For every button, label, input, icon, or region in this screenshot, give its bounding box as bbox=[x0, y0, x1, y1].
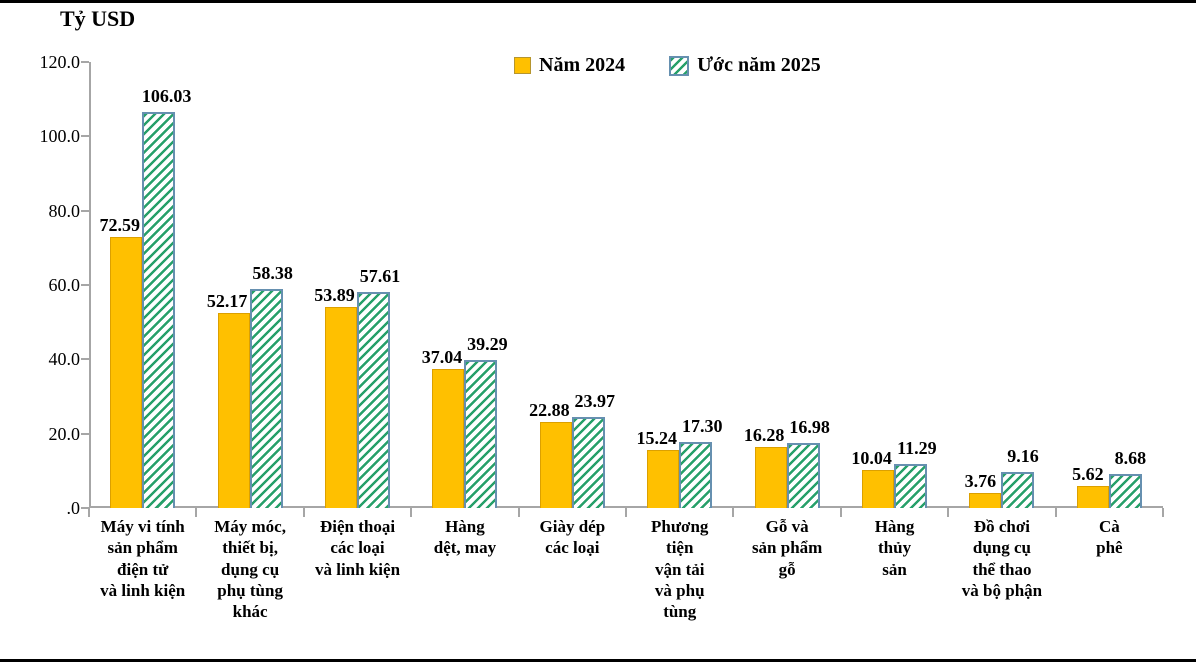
y-tick-label: 100.0 bbox=[39, 126, 81, 147]
legend-item-uoc-nam-2025: Ước năm 2025 bbox=[669, 54, 821, 77]
legend: Năm 2024 Ước năm 2025 bbox=[514, 54, 821, 77]
value-label-nam-2024: 15.24 bbox=[636, 428, 678, 449]
bar-uoc-nam-2025: 16.98 bbox=[786, 418, 830, 508]
value-label-nam-2024: 10.04 bbox=[851, 447, 892, 468]
value-label-uoc-nam-2025: 9.16 bbox=[1007, 445, 1039, 466]
category-group: 15.24 17.30 bbox=[626, 62, 733, 508]
y-tick-label: 60.0 bbox=[48, 275, 81, 295]
bar-nam-2024: 5.62 bbox=[1072, 465, 1109, 508]
bar-nam-2024: 10.04 bbox=[851, 449, 895, 508]
value-label-uoc-nam-2025: 11.29 bbox=[897, 438, 937, 459]
legend-item-nam-2024: Năm 2024 bbox=[514, 54, 625, 77]
category-label: Hàng thủy sản bbox=[874, 517, 915, 579]
value-label-uoc-nam-2025: 39.29 bbox=[467, 333, 508, 354]
x-tick-mark bbox=[517, 508, 520, 517]
y-tick-mark bbox=[81, 209, 89, 212]
frame-bottom-border bbox=[0, 659, 1196, 662]
y-tick-mark bbox=[81, 358, 89, 361]
bar-nam-2024: 37.04 bbox=[422, 348, 465, 508]
y-tick-mark bbox=[81, 284, 89, 286]
x-tick-mark bbox=[410, 508, 413, 517]
legend-swatch-nam-2024 bbox=[514, 57, 531, 74]
value-label-uoc-nam-2025: 16.98 bbox=[789, 416, 830, 437]
category-label: Phương tiện vận tải và phụ tùng bbox=[651, 517, 709, 621]
category-group: 10.04 11.29 bbox=[841, 62, 948, 508]
x-tick-mark bbox=[625, 508, 627, 517]
legend-label-uoc-nam-2025: Ước năm 2025 bbox=[697, 54, 821, 76]
bar-uoc-nam-2025: 106.03 bbox=[142, 87, 191, 508]
bar-nam-2024: 72.59 bbox=[99, 216, 143, 508]
bar-uoc-nam-2025: 23.97 bbox=[571, 392, 615, 508]
bar-uoc-nam-2025: 9.16 bbox=[1001, 447, 1039, 508]
bar-uoc-nam-2025: 17.30 bbox=[679, 417, 722, 508]
category-group: 3.76 9.16 bbox=[948, 62, 1055, 508]
y-tick-label: 80.0 bbox=[48, 200, 81, 221]
bar-nam-2024: 22.88 bbox=[529, 401, 572, 508]
y-tick-mark bbox=[81, 432, 89, 435]
y-tick-label: 120.0 bbox=[39, 52, 81, 72]
value-label-nam-2024: 53.89 bbox=[314, 284, 355, 305]
value-label-uoc-nam-2025: 23.97 bbox=[574, 390, 616, 411]
category-label: Máy móc, thiết bị, dụng cụ phụ tùng khác bbox=[214, 517, 286, 621]
value-label-nam-2024: 72.59 bbox=[99, 215, 140, 236]
legend-label-nam-2024: Năm 2024 bbox=[539, 54, 626, 76]
category-group: 22.88 23.97 bbox=[519, 62, 626, 508]
value-label-nam-2024: 37.04 bbox=[421, 347, 463, 368]
y-tick-label: 40.0 bbox=[48, 349, 81, 370]
bar-nam-2024: 52.17 bbox=[207, 292, 250, 508]
category-labels-row: Máy vi tính sản phẩm điện tử và linh kiệ… bbox=[89, 516, 1163, 622]
category-label: Giày dép các loại bbox=[539, 517, 606, 558]
bar-nam-2024: 53.89 bbox=[314, 286, 358, 508]
bar-nam-2024: 3.76 bbox=[965, 472, 1002, 508]
category-label: Đồ chơi dụng cụ thể thao và bộ phận bbox=[961, 517, 1043, 600]
bar-nam-2024: 16.28 bbox=[744, 426, 787, 508]
category-group: 72.59 106.03 bbox=[89, 62, 196, 508]
value-label-nam-2024: 5.62 bbox=[1072, 464, 1104, 485]
category-group: 5.62 8.68 bbox=[1056, 62, 1163, 508]
x-tick-mark bbox=[1162, 508, 1164, 517]
bar-uoc-nam-2025: 39.29 bbox=[464, 335, 508, 508]
x-tick-mark bbox=[839, 508, 842, 517]
bar-uoc-nam-2025: 57.61 bbox=[357, 267, 400, 508]
value-label-nam-2024: 52.17 bbox=[206, 291, 248, 312]
bar-uoc-nam-2025: 8.68 bbox=[1108, 449, 1146, 508]
value-label-uoc-nam-2025: 106.03 bbox=[141, 85, 192, 106]
value-label-uoc-nam-2025: 58.38 bbox=[252, 263, 293, 284]
x-tick-mark bbox=[88, 508, 90, 517]
x-tick-mark bbox=[947, 508, 950, 517]
value-label-uoc-nam-2025: 17.30 bbox=[681, 415, 723, 436]
y-tick-mark bbox=[81, 61, 89, 63]
bars-layer: 72.59 106.03 52.17 58.38 53.89 57.61 37.04 39.2… bbox=[89, 62, 1163, 508]
value-label-nam-2024: 3.76 bbox=[964, 471, 997, 492]
y-axis-unit-label: Tỷ USD bbox=[60, 6, 136, 31]
category-group: 16.28 16.98 bbox=[733, 62, 840, 508]
value-label-uoc-nam-2025: 8.68 bbox=[1114, 447, 1147, 468]
category-group: 52.17 58.38 bbox=[196, 62, 303, 508]
legend-swatch-uoc-nam-2025 bbox=[669, 55, 690, 76]
bar-nam-2024: 15.24 bbox=[637, 429, 680, 508]
value-label-nam-2024: 16.28 bbox=[743, 424, 785, 445]
category-label: Gỗ và sản phẩm gỗ bbox=[751, 517, 823, 579]
x-tick-mark bbox=[1054, 508, 1057, 517]
y-tick-label: 20.0 bbox=[48, 423, 81, 444]
x-tick-mark bbox=[732, 508, 735, 517]
x-tick-mark bbox=[195, 508, 198, 517]
y-tick-mark bbox=[81, 507, 89, 509]
category-label: Điện thoại các loại và linh kiện bbox=[314, 517, 401, 579]
x-tick-mark bbox=[302, 508, 305, 517]
plot-area bbox=[89, 62, 1163, 508]
category-group: 53.89 57.61 bbox=[304, 62, 411, 508]
category-label: Cà phê bbox=[1096, 517, 1123, 558]
value-label-uoc-nam-2025: 57.61 bbox=[359, 265, 401, 286]
frame-top-border bbox=[0, 0, 1196, 3]
y-tick-mark bbox=[81, 135, 89, 138]
bar-uoc-nam-2025: 58.38 bbox=[249, 264, 293, 508]
category-label: Hàng dệt, may bbox=[433, 517, 497, 558]
category-label: Máy vi tính sản phẩm điện tử và linh kiệ… bbox=[100, 517, 186, 600]
y-tick-label: .0 bbox=[66, 498, 81, 518]
category-group: 37.04 39.29 bbox=[411, 62, 518, 508]
bar-uoc-nam-2025: 11.29 bbox=[894, 439, 937, 508]
value-label-nam-2024: 22.88 bbox=[529, 399, 570, 420]
